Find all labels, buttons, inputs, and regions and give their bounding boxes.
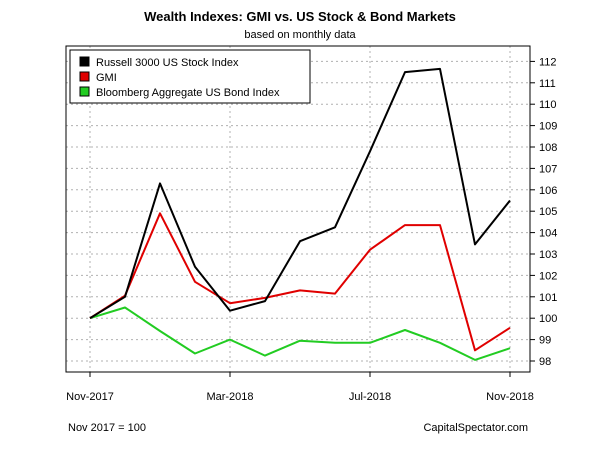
y-tick-label: 111 [539,78,556,90]
series-line-bond [89,306,511,361]
y-tick-label: 101 [539,292,557,304]
y-axis: 98 99 100 101 102 103 104 105 106 107 108 109 110 111… [530,56,557,368]
y-tick-label: 105 [539,206,557,218]
y-tick-label: 103 [539,249,557,261]
legend-swatch-bond [79,86,90,97]
x-tick-label: Jul-2018 [349,391,391,403]
y-tick-label: 104 [539,228,557,240]
y-tick-label: 112 [539,56,557,68]
source-credit: CapitalSpectator.com [423,422,528,434]
legend-label-bond: Bloomberg Aggregate US Bond Index [96,87,280,99]
y-tick-label: 99 [539,335,551,347]
y-tick-label: 106 [539,185,557,197]
base-note: Nov 2017 = 100 [68,422,146,434]
chart-title: Wealth Indexes: GMI vs. US Stock & Bond … [144,9,456,24]
y-tick-label: 98 [539,356,551,368]
legend-label-russell: Russell 3000 US Stock Index [96,57,239,69]
x-tick-label: Mar-2018 [206,391,253,403]
x-axis: Nov-2017 Mar-2018 Jul-2018 Nov-2018 [66,372,534,403]
plot-frame [65,45,531,373]
legend-label-gmi: GMI [96,72,117,84]
y-tick-label: 107 [539,163,557,175]
legend-box [69,49,311,104]
y-tick-label: 100 [539,313,557,325]
y-tick-label: 110 [539,99,557,111]
legend-swatch-gmi [79,71,90,82]
y-tick-label: 102 [539,270,557,282]
y-tick-label: 109 [539,121,557,133]
y-tick-label: 108 [539,142,557,154]
series-line-russell [89,67,511,320]
legend: Russell 3000 US Stock Index GMI Bloomber… [69,49,311,104]
x-tick-label: Nov-2018 [486,391,534,403]
chart-subtitle: based on monthly data [244,29,356,41]
series-lines [89,67,511,361]
series-line-gmi [89,212,511,352]
legend-swatch-russell [79,56,90,67]
x-tick-label: Nov-2017 [66,391,114,403]
